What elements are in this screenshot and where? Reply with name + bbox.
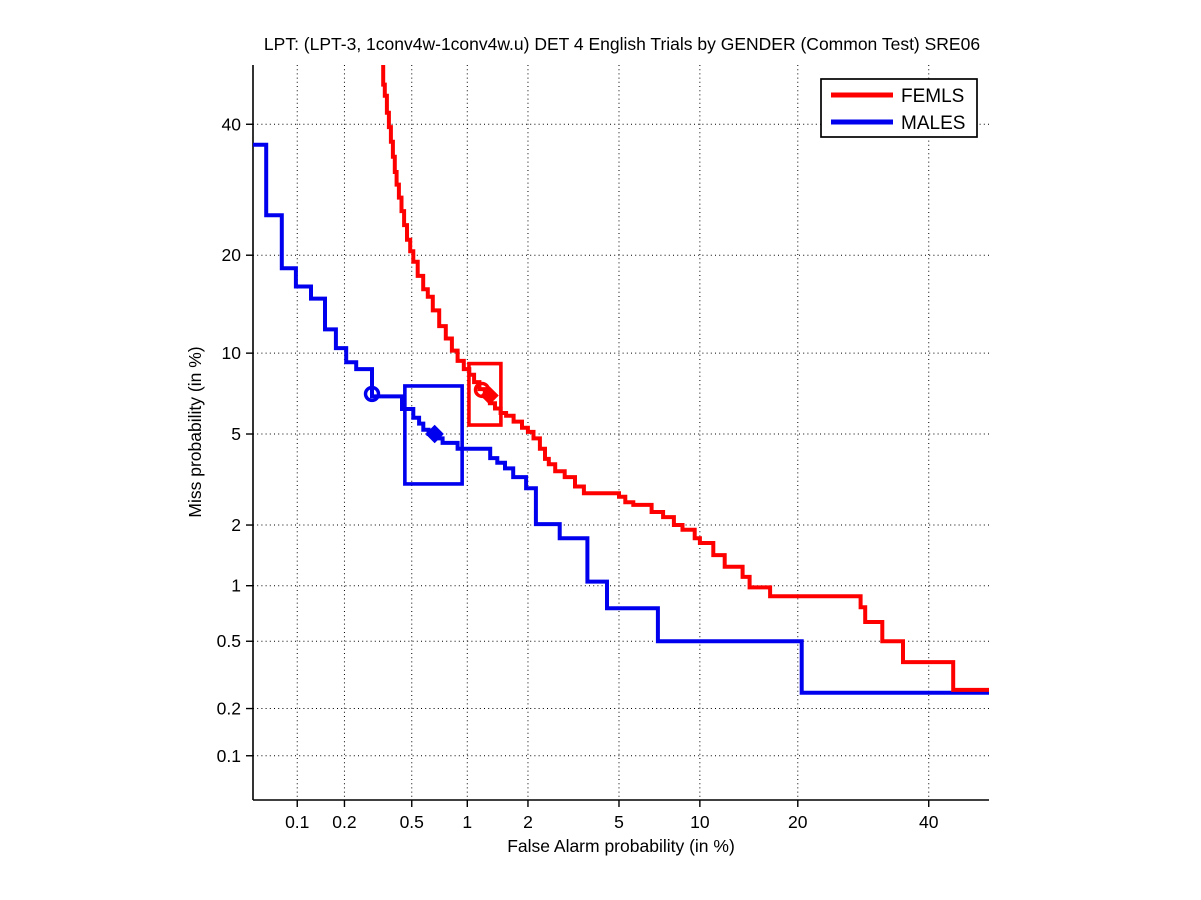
- y-tick-label: 0.2: [217, 699, 241, 719]
- curve-males: [253, 142, 989, 695]
- y-tick-label: 10: [222, 343, 242, 363]
- x-tick-label: 0.2: [332, 812, 356, 832]
- x-tick-label: 40: [919, 812, 939, 832]
- y-tick-label: 0.1: [217, 746, 241, 766]
- box-femls: [467, 361, 503, 427]
- grid-lines: [253, 65, 989, 800]
- det-curves: [253, 65, 989, 695]
- axes: [246, 65, 989, 807]
- x-tick-label: 0.5: [400, 812, 424, 832]
- y-axis-label: Miss probability (in %): [185, 346, 205, 517]
- y-tick-label: 40: [222, 114, 242, 134]
- x-tick-label: 5: [614, 812, 624, 832]
- x-tick-label: 20: [788, 812, 808, 832]
- legend: FEMLS MALES: [820, 78, 978, 138]
- marker-diamond-femls: [480, 386, 499, 405]
- x-tick-label: 0.1: [285, 812, 309, 832]
- tick-labels: 0.1 0.2 0.5 1 2 5 10 20 40 0.1 0.2 0.5 1 2 5 10 20 40: [217, 114, 939, 832]
- box-males: [403, 384, 464, 486]
- x-tick-label: 1: [462, 812, 472, 832]
- x-tick-label: 10: [690, 812, 710, 832]
- operating-point-markers: [363, 381, 499, 444]
- marker-circle-males: [363, 385, 381, 403]
- y-tick-label: 1: [231, 576, 241, 596]
- plot-title: LPT: (LPT-3, 1conv4w-1conv4w.u) DET 4 En…: [264, 34, 980, 54]
- y-tick-label: 20: [222, 245, 242, 265]
- legend-label-males: MALES: [901, 113, 965, 134]
- legend-box: [820, 78, 978, 138]
- y-tick-label: 5: [231, 424, 241, 444]
- operating-point-boxes: [403, 361, 503, 486]
- y-tick-label: 0.5: [217, 631, 241, 651]
- legend-label-femls: FEMLS: [901, 86, 964, 107]
- x-tick-label: 2: [523, 812, 533, 832]
- curve-femls: [381, 65, 989, 692]
- x-axis-label: False Alarm probability (in %): [507, 836, 735, 856]
- y-tick-label: 2: [231, 515, 241, 535]
- marker-diamond-males: [425, 424, 444, 444]
